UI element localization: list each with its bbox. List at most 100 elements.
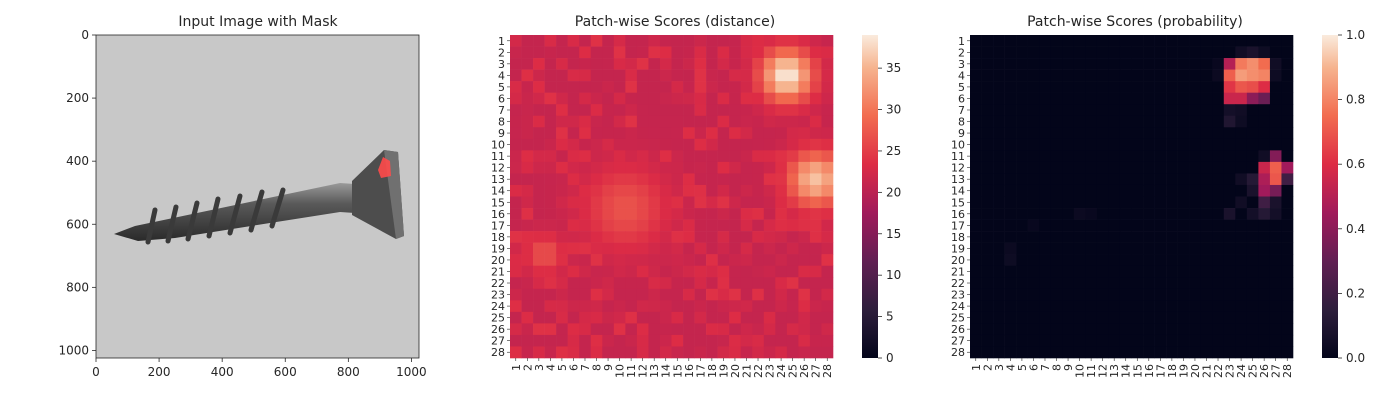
heatmap-cell <box>1016 231 1028 243</box>
heatmap-cell <box>1085 161 1098 174</box>
heatmap-cell <box>1281 323 1294 336</box>
heatmap-cell <box>636 346 649 359</box>
heatmap-cell <box>1027 81 1040 93</box>
col-label: 27 <box>810 364 823 378</box>
heatmap-cell <box>636 265 649 278</box>
heatmap-cell <box>625 115 638 128</box>
heatmap-cell <box>752 46 765 59</box>
heatmap-cell <box>1200 323 1213 336</box>
heatmap-cell <box>1269 92 1282 105</box>
heatmap-cell <box>1177 346 1190 359</box>
heatmap-cell <box>1246 35 1259 47</box>
heatmap-cell <box>1131 242 1144 255</box>
heatmap-cell <box>625 277 638 290</box>
heatmap-cell <box>1119 277 1132 290</box>
heatmap-cell <box>729 196 742 209</box>
heatmap-cell <box>1235 150 1248 163</box>
heatmap-cell <box>775 242 788 255</box>
heatmap-cell <box>1281 346 1294 359</box>
colorbar-tick-label: 30 <box>886 103 901 117</box>
heatmap-cell <box>648 311 661 324</box>
heatmap-cell <box>1166 300 1178 313</box>
heatmap-cell <box>567 265 580 278</box>
heatmap-cell <box>1200 300 1213 313</box>
heatmap-cell <box>1177 231 1190 243</box>
heatmap-cell <box>683 104 695 117</box>
heatmap-cell <box>636 127 649 140</box>
heatmap-cell <box>981 334 994 347</box>
heatmap-cell <box>970 35 982 47</box>
heatmap-cell <box>602 150 615 163</box>
heatmap-cell <box>1143 231 1155 243</box>
heatmap-cell <box>1096 35 1109 47</box>
heatmap-cell <box>648 196 661 209</box>
heatmap-cell <box>1131 173 1144 186</box>
heatmap-cell <box>1004 58 1017 70</box>
heatmap-cell <box>521 265 534 278</box>
heatmap-cell <box>717 69 730 82</box>
heatmap-cell <box>798 196 811 209</box>
heatmap-cell <box>683 35 695 47</box>
heatmap-cell <box>671 254 684 267</box>
heatmap-cell <box>613 219 626 232</box>
heatmap-cell <box>1096 323 1109 336</box>
heatmap-cell <box>1200 334 1213 347</box>
heatmap-cell <box>1073 173 1086 186</box>
heatmap-cell <box>1177 196 1190 209</box>
heatmap-cell <box>775 69 788 82</box>
heatmap-cell <box>1269 277 1282 290</box>
heatmap-cell <box>809 138 822 151</box>
heatmap-cell <box>521 184 534 197</box>
heatmap-cell <box>1281 127 1294 140</box>
heatmap-cell <box>1062 196 1075 209</box>
heatmap-cell <box>683 138 695 151</box>
col-label: 14 <box>660 364 673 378</box>
heatmap-cell <box>1189 311 1202 324</box>
heatmap-cell <box>1085 288 1098 301</box>
heatmap-cell <box>602 196 615 209</box>
col-label: 15 <box>671 364 684 378</box>
col-label: 26 <box>798 364 811 378</box>
heatmap-cell <box>636 69 649 82</box>
panel-title: Input Image with Mask <box>178 14 338 30</box>
heatmap-cell <box>1223 81 1236 93</box>
heatmap-cell <box>1154 288 1167 301</box>
heatmap-cell <box>1258 254 1271 267</box>
heatmap-cell <box>1223 300 1236 313</box>
heatmap-cell <box>1096 254 1109 267</box>
heatmap-cell <box>671 92 684 105</box>
heatmap-cell <box>775 300 788 313</box>
heatmap-cell <box>521 173 534 186</box>
heatmap-cell <box>798 58 811 70</box>
heatmap-cell <box>1050 35 1063 47</box>
heatmap-cell <box>1119 173 1132 186</box>
heatmap-cell <box>717 265 730 278</box>
heatmap-cell <box>521 208 534 220</box>
heatmap-cell <box>1212 35 1225 47</box>
heatmap-cell <box>648 81 661 93</box>
heatmap-cell <box>993 92 1005 105</box>
row-label: 5 <box>958 81 965 94</box>
heatmap-cell <box>625 127 638 140</box>
heatmap-cell <box>613 346 626 359</box>
heatmap-cell <box>786 242 799 255</box>
colorbar-tick-label: 20 <box>886 185 901 199</box>
heatmap-cell <box>510 300 522 313</box>
row-label: 21 <box>491 265 505 278</box>
heatmap-cell <box>1073 115 1086 128</box>
heatmap-cell <box>1258 161 1271 174</box>
heatmap-cell <box>1154 323 1167 336</box>
heatmap-cell <box>798 334 811 347</box>
heatmap-cell <box>970 334 982 347</box>
heatmap-cell <box>1154 173 1167 186</box>
heatmap-cell <box>556 104 568 117</box>
heatmap-cell <box>1281 69 1294 82</box>
heatmap-cell <box>1166 58 1178 70</box>
heatmap-cell <box>1200 196 1213 209</box>
row-label: 2 <box>498 46 505 59</box>
heatmap-cell <box>544 46 557 59</box>
heatmap-cell <box>671 161 684 174</box>
heatmap-cell <box>579 115 592 128</box>
heatmap-cell <box>706 46 718 59</box>
heatmap-cell <box>556 231 568 243</box>
